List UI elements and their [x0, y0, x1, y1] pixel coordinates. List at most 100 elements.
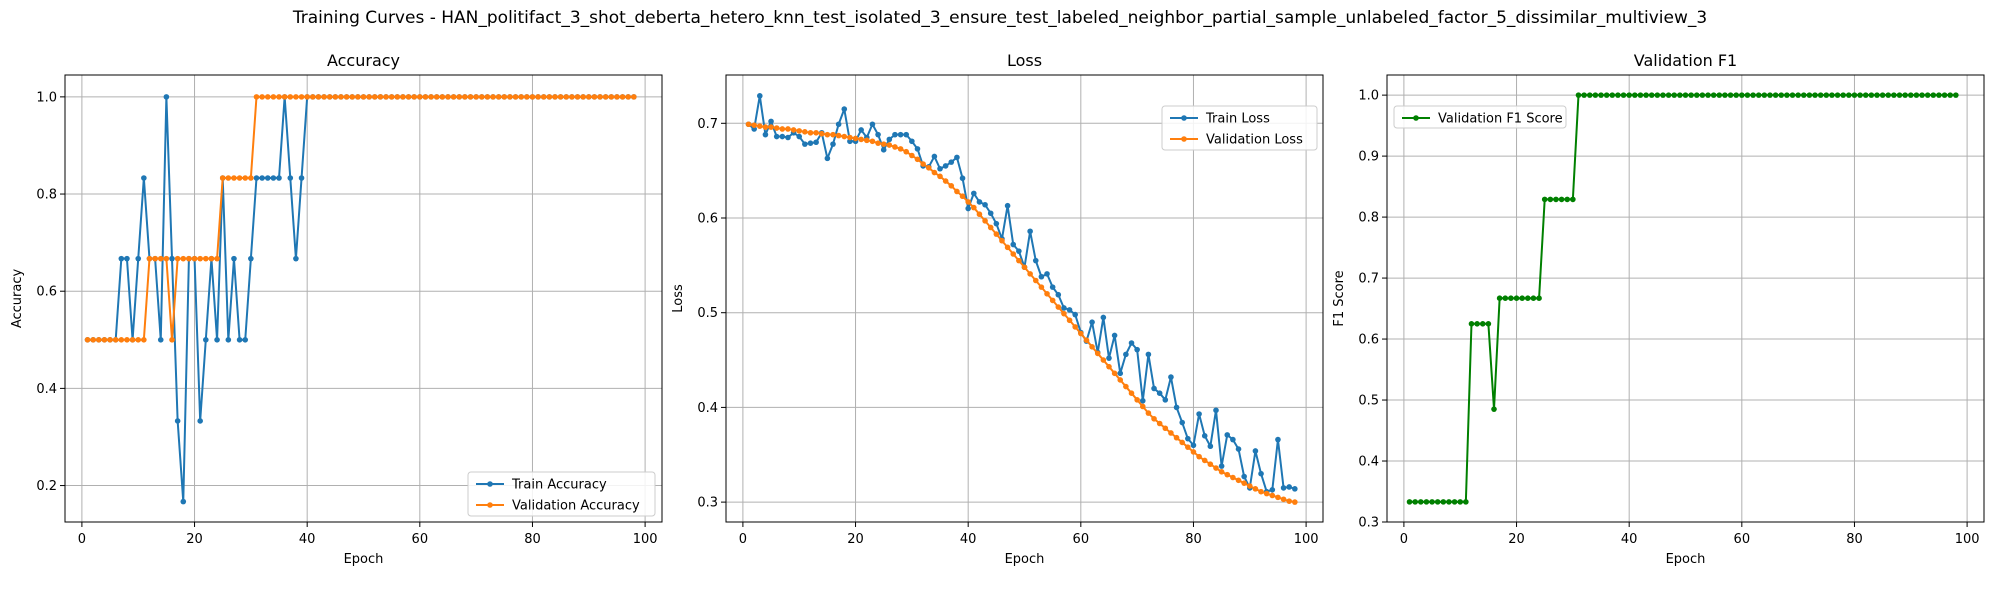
series-1-point	[1173, 404, 1180, 411]
series-1-point	[948, 159, 955, 165]
y-tick-label: 0.3	[697, 496, 718, 511]
series-2-point	[779, 126, 786, 132]
series-1-point	[1185, 435, 1191, 442]
series-1-point	[1750, 92, 1756, 98]
series-1-point	[1907, 92, 1914, 98]
series-1-point	[785, 134, 791, 141]
series-1-point	[1857, 92, 1863, 98]
series-2-point	[462, 94, 468, 100]
series-2-point	[1044, 290, 1050, 297]
series-2-point	[948, 183, 955, 189]
series-1-point	[1862, 92, 1869, 98]
series-2-point	[563, 94, 570, 100]
legend: Train Accuracy Validation Accuracy	[467, 471, 656, 517]
series-1-point	[937, 165, 943, 172]
series-2-point	[355, 94, 361, 100]
series-2-point	[1032, 277, 1039, 284]
series-1-point	[1598, 92, 1604, 98]
series-1-point	[231, 255, 237, 262]
y-tick-label: 0.4	[36, 382, 57, 397]
series-2-point	[203, 255, 209, 262]
series-2-point	[625, 94, 632, 100]
legend-swatch-marker	[487, 481, 493, 487]
series-1-point	[1049, 284, 1056, 290]
y-tick-label: 0.6	[697, 212, 718, 227]
x-axis-label: Epoch	[1666, 552, 1706, 567]
series-2-point	[1207, 461, 1214, 468]
series-1-point	[965, 205, 971, 212]
series-1-point	[1896, 92, 1903, 98]
series-2-point	[909, 152, 915, 159]
series-1-point	[1106, 355, 1112, 361]
series-1-point	[841, 106, 848, 112]
series-2-point	[1218, 469, 1225, 475]
series-1-point	[1479, 321, 1486, 327]
series-1-point	[1016, 248, 1022, 254]
series-1-point	[1846, 92, 1852, 98]
x-tick-label: 40	[1621, 532, 1638, 547]
y-tick-label: 0.9	[1358, 150, 1379, 165]
legend-entry-label: Validation F1 Score	[1438, 112, 1563, 127]
series-2-point	[802, 129, 808, 135]
series-2-point	[366, 94, 372, 100]
series-1-point	[1902, 92, 1908, 98]
series-2-point	[920, 161, 926, 167]
series-2-point	[1089, 343, 1095, 350]
series-1-point	[1693, 92, 1700, 98]
axes-frame	[725, 74, 1324, 523]
series-2-point	[847, 134, 853, 141]
series-2-point	[377, 94, 384, 100]
series-1-point	[1615, 92, 1621, 98]
series-2-point	[186, 255, 192, 262]
series-1-point	[1292, 486, 1298, 492]
series-2-point	[1168, 430, 1174, 436]
x-tick-label: 60	[1073, 532, 1090, 547]
series-1-point	[1699, 92, 1706, 98]
series-2-point	[321, 94, 327, 100]
series-2-point	[818, 130, 825, 137]
series-1-point	[169, 255, 175, 262]
series-1-point	[768, 118, 774, 125]
series-2-point	[903, 148, 910, 155]
series-1-point	[1241, 473, 1247, 480]
series-1-point	[1778, 92, 1785, 98]
series-2-point	[1156, 420, 1163, 427]
series-1-point	[869, 121, 876, 128]
y-tick-label: 0.4	[697, 401, 718, 416]
figure-suptitle: Training Curves - HAN_politifact_3_shot_…	[292, 8, 1708, 28]
series-1-point	[1936, 92, 1942, 98]
series-1-point	[1682, 92, 1689, 98]
series-2-point	[405, 94, 412, 100]
series-2-point	[141, 336, 147, 343]
series-2-point	[1275, 494, 1281, 501]
series-1-point	[1151, 385, 1157, 392]
series-1-point	[914, 146, 921, 152]
series-1-point	[1851, 92, 1858, 98]
x-tick-label: 0	[739, 532, 747, 547]
series-1-point	[1519, 295, 1525, 301]
series-1-point	[1727, 92, 1734, 98]
series-2-point	[169, 336, 175, 343]
series-2-point	[197, 255, 203, 262]
series-1-point	[1286, 484, 1293, 490]
series-2-point	[1196, 453, 1202, 460]
series-2-point	[897, 146, 904, 152]
series-2-point	[338, 94, 344, 100]
series-2-point	[484, 94, 491, 100]
series-2-point	[591, 94, 598, 100]
series-2-point	[785, 126, 791, 132]
series-1-point	[1027, 228, 1033, 235]
series-2-point	[1010, 251, 1017, 257]
series-1-point	[174, 418, 181, 424]
series-1-point	[1218, 463, 1225, 469]
series-2-point	[892, 144, 898, 150]
series-1-point	[931, 153, 938, 160]
series-1-point	[903, 131, 910, 138]
series-1-point	[1547, 196, 1554, 203]
series-1-point	[1044, 271, 1050, 277]
series-1-point	[1592, 92, 1599, 98]
legend-swatch-marker	[1413, 115, 1419, 121]
series-1-point	[1953, 92, 1959, 98]
